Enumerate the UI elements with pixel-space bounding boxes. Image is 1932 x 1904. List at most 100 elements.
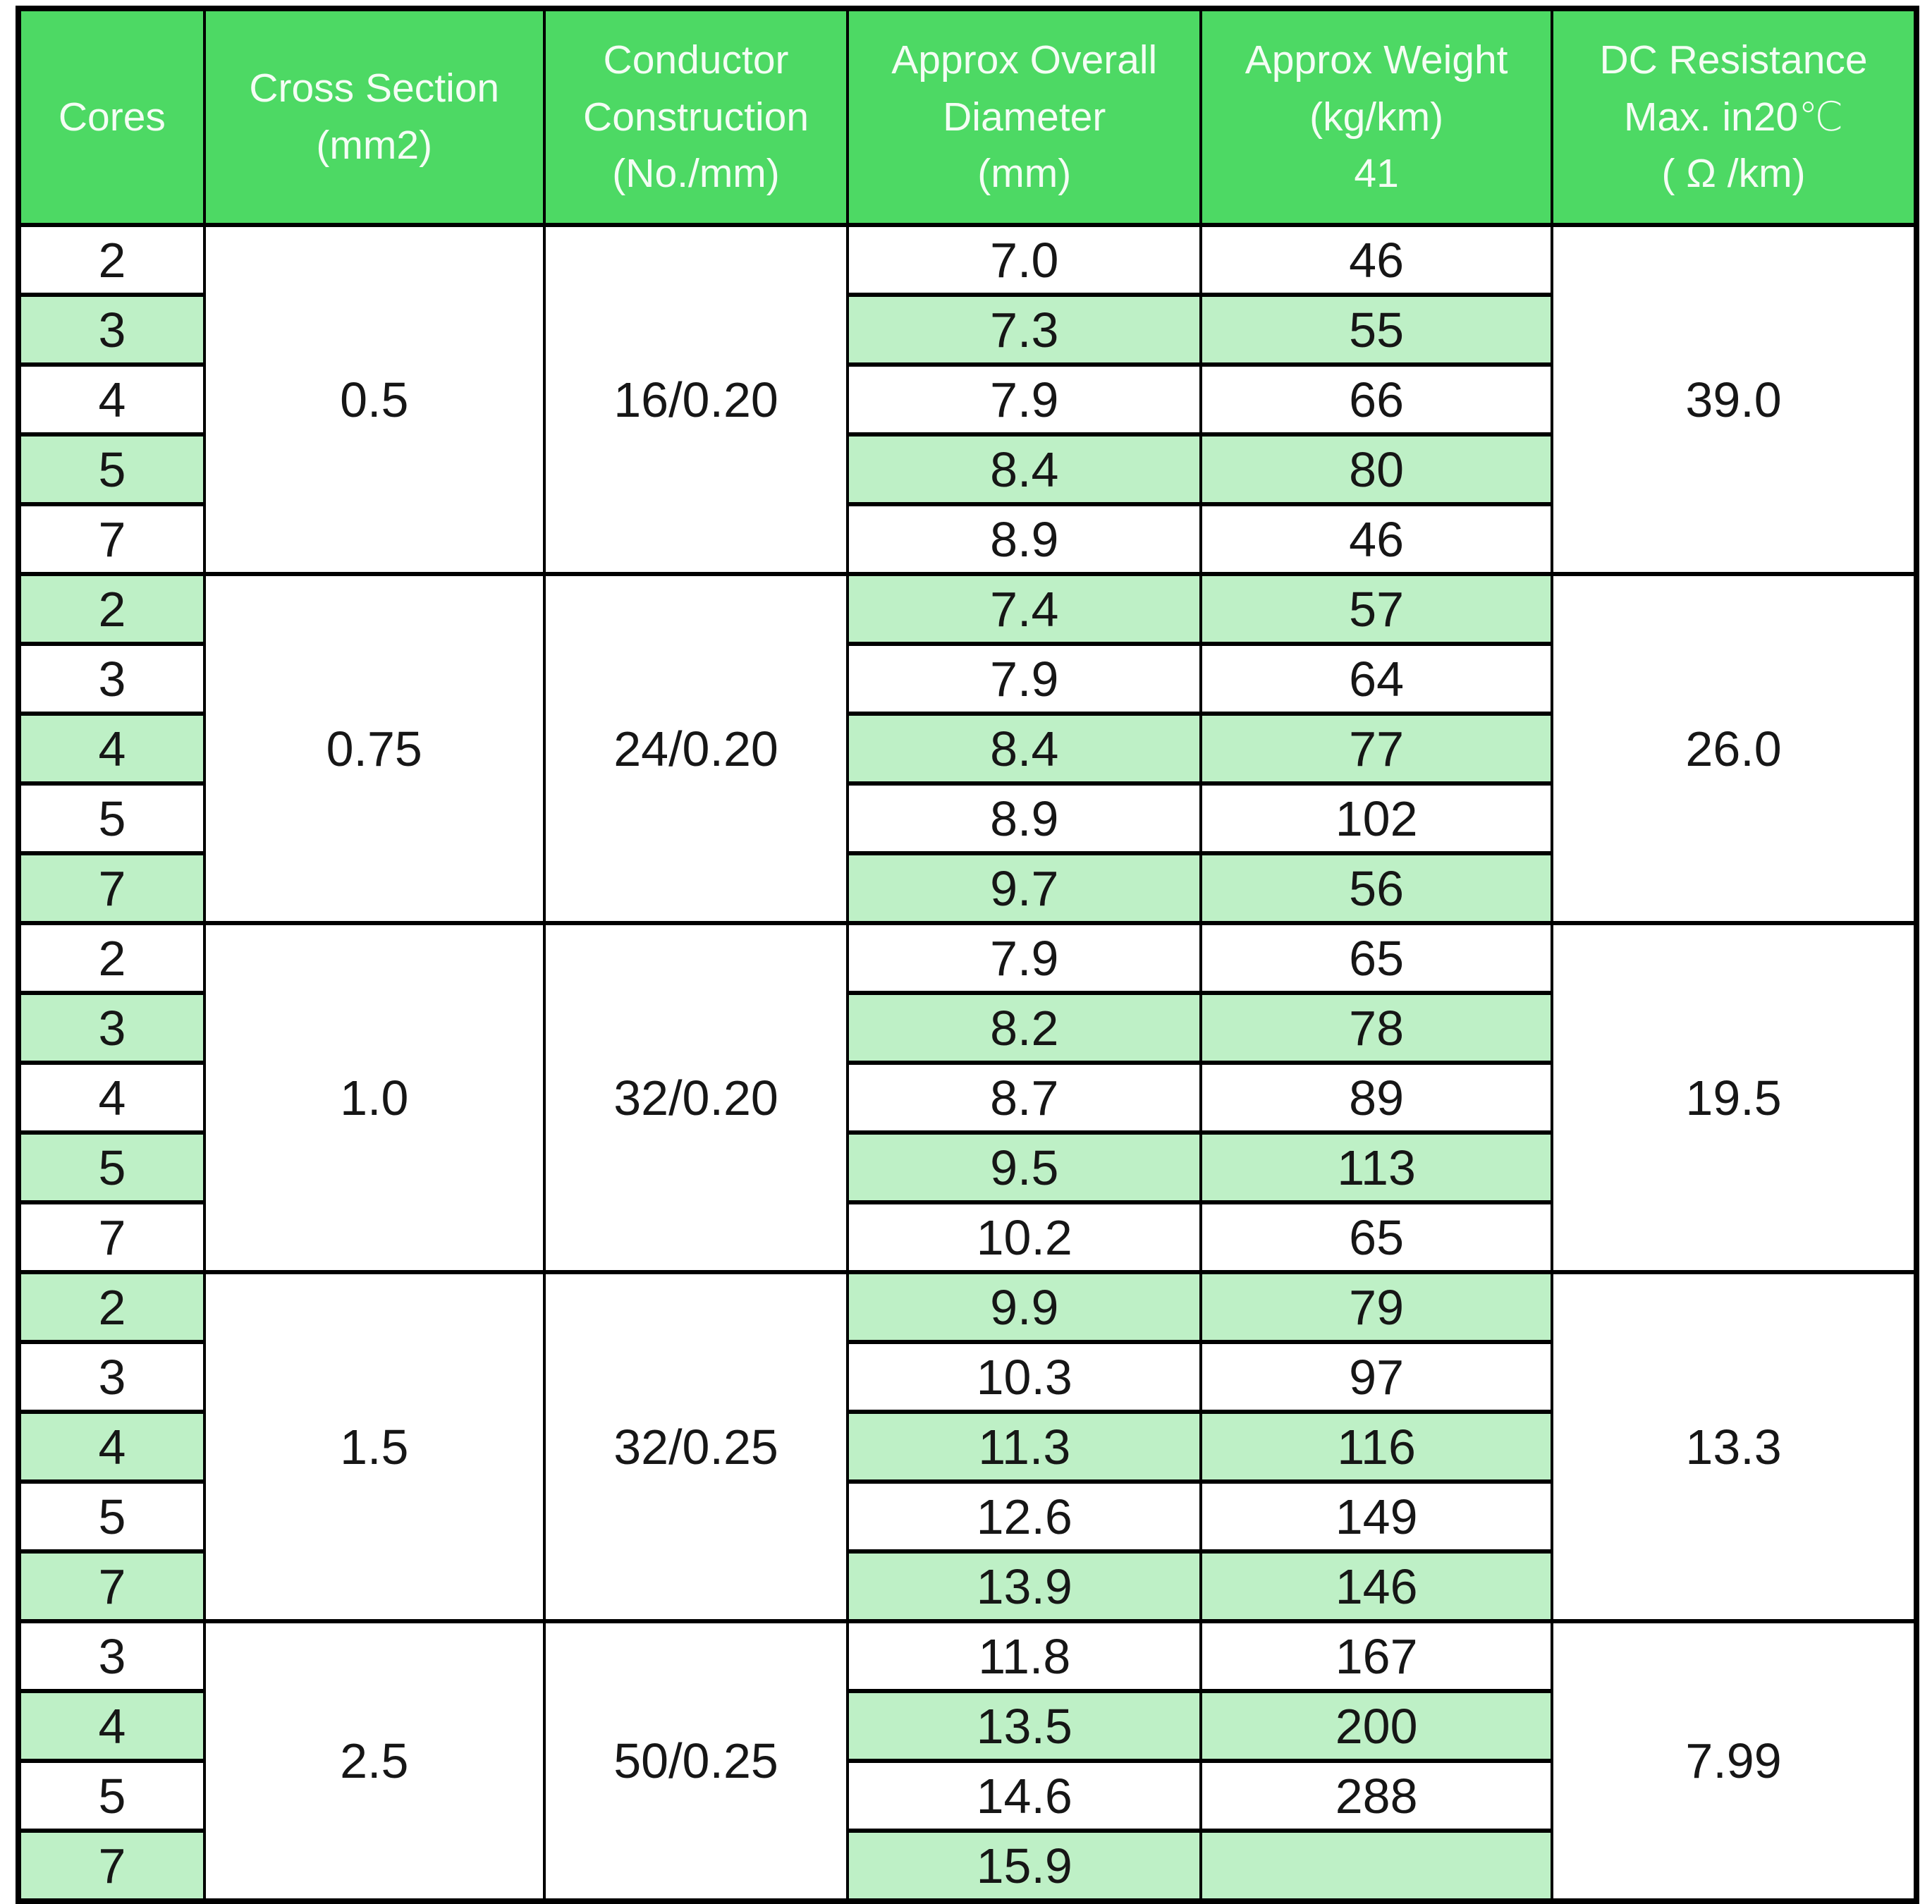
table-row: 4 8.7 89 [17, 1061, 1916, 1135]
table-row: 5 9.5 113 [17, 1130, 1916, 1204]
diameter-cell: 14.6 [846, 1759, 1203, 1833]
weight-cell: 46 [1199, 223, 1554, 297]
construction-cell: 32/0.25 [542, 1270, 850, 1623]
weight-cell: 66 [1199, 362, 1554, 437]
diameter-cell: 11.3 [846, 1410, 1203, 1484]
weight-cell: 146 [1199, 1549, 1554, 1623]
cores-cell: 2 [17, 223, 206, 297]
cores-cell: 7 [17, 1549, 206, 1623]
weight-cell: 200 [1199, 1689, 1554, 1763]
table-row: 2 1.5 32/0.25 9.9 79 13.3 [17, 1270, 1918, 1623]
diameter-cell: 8.9 [846, 502, 1203, 576]
dc-resistance-cell: 19.5 [1551, 921, 1918, 1274]
header-line: DC Resistance [1599, 37, 1868, 83]
cores-cell: 4 [17, 362, 206, 437]
table-row: 3 8.2 78 [17, 991, 1916, 1065]
cross-section-cell: 0.75 [202, 572, 546, 925]
table-row: 3 10.3 97 [17, 1340, 1916, 1414]
construction-cell: 24/0.20 [542, 572, 850, 925]
header-line: Max. in20℃ [1623, 94, 1844, 140]
diameter-cell: 8.4 [846, 432, 1203, 506]
weight-cell: 149 [1199, 1479, 1554, 1554]
weight-cell: 55 [1199, 293, 1554, 367]
weight-cell: 116 [1199, 1410, 1554, 1484]
dc-resistance-cell: 13.3 [1551, 1270, 1918, 1623]
diameter-cell: 7.0 [846, 223, 1203, 297]
header-line: (kg/km) [1309, 94, 1444, 140]
cores-cell: 3 [17, 293, 206, 367]
cores-cell: 5 [17, 781, 206, 855]
cores-cell: 5 [17, 1479, 206, 1554]
table-row: 7 13.9 146 [17, 1549, 1916, 1623]
header-cross-section: Cross Section (mm2) [202, 6, 546, 227]
header-line: ( Ω /km) [1661, 151, 1806, 197]
weight-cell: 56 [1199, 851, 1554, 925]
diameter-cell: 12.6 [846, 1479, 1203, 1554]
cores-cell: 5 [17, 1759, 206, 1833]
weight-cell: 80 [1199, 432, 1554, 506]
cores-cell: 5 [17, 432, 206, 506]
table-row: 5 14.6 288 [17, 1759, 1916, 1833]
cross-section-cell: 0.5 [202, 223, 546, 576]
cores-cell: 2 [17, 921, 206, 995]
table-row: 3 2.5 50/0.25 11.8 167 7.99 [17, 1619, 1918, 1903]
weight-cell: 113 [1199, 1130, 1554, 1204]
diameter-cell: 15.9 [846, 1829, 1203, 1903]
header-line: (No./mm) [612, 151, 780, 197]
construction-cell: 16/0.20 [542, 223, 850, 576]
header-line: Approx Overall [891, 37, 1158, 83]
cores-cell: 3 [17, 1619, 206, 1693]
weight-cell: 57 [1199, 572, 1554, 646]
weight-cell: 102 [1199, 781, 1554, 855]
cores-cell: 7 [17, 1829, 206, 1903]
weight-cell: 65 [1199, 1200, 1554, 1274]
cores-cell: 7 [17, 502, 206, 576]
header-conductor-construction: Conductor Construction (No./mm) [542, 6, 850, 227]
table-row: 4 13.5 200 [17, 1689, 1916, 1763]
page: Cores Cross Section (mm2) Conductor Cons… [16, 6, 1919, 1904]
diameter-cell: 7.9 [846, 362, 1203, 437]
table-row: 5 12.6 149 [17, 1479, 1916, 1554]
cores-cell: 3 [17, 1340, 206, 1414]
cores-cell: 2 [17, 1270, 206, 1344]
weight-cell: 77 [1199, 712, 1554, 786]
header-line: Diameter [943, 94, 1106, 140]
cores-cell: 4 [17, 1689, 206, 1763]
diameter-cell: 9.9 [846, 1270, 1203, 1344]
header-line: Conductor [603, 37, 789, 83]
weight-cell: 46 [1199, 502, 1554, 576]
header-line: Approx Weight [1245, 37, 1508, 83]
diameter-cell: 7.9 [846, 921, 1203, 995]
dc-resistance-cell: 39.0 [1551, 223, 1918, 576]
construction-cell: 32/0.20 [542, 921, 850, 1274]
weight-cell: 89 [1199, 1061, 1554, 1135]
cable-spec-table: Cores Cross Section (mm2) Conductor Cons… [16, 6, 1919, 1904]
cores-cell: 2 [17, 572, 206, 646]
cores-cell: 5 [17, 1130, 206, 1204]
table-row: 3 7.9 64 [17, 642, 1916, 716]
diameter-cell: 8.9 [846, 781, 1203, 855]
header-line: (mm2) [316, 123, 433, 168]
cores-cell: 4 [17, 1061, 206, 1135]
cores-cell: 7 [17, 851, 206, 925]
table-row: 2 0.5 16/0.20 7.0 46 39.0 [17, 223, 1918, 576]
dc-resistance-cell: 7.99 [1551, 1619, 1918, 1903]
diameter-cell: 13.9 [846, 1549, 1203, 1623]
cores-cell: 7 [17, 1200, 206, 1274]
diameter-cell: 9.7 [846, 851, 1203, 925]
table-row: 4 8.4 77 [17, 712, 1916, 786]
weight-cell: 79 [1199, 1270, 1554, 1344]
cross-section-cell: 1.5 [202, 1270, 546, 1623]
cores-cell: 4 [17, 1410, 206, 1484]
table-row: 5 8.9 102 [17, 781, 1916, 855]
weight-cell: 167 [1199, 1619, 1554, 1693]
weight-cell: 288 [1199, 1759, 1554, 1833]
header-line: (mm) [977, 151, 1072, 197]
cores-cell: 4 [17, 712, 206, 786]
diameter-cell: 7.9 [846, 642, 1203, 716]
table-row: 7 8.9 46 [17, 502, 1916, 576]
header-row: Cores Cross Section (mm2) Conductor Cons… [17, 6, 1918, 227]
cores-cell: 3 [17, 991, 206, 1065]
header-line: 41 [1354, 151, 1399, 197]
cores-cell: 3 [17, 642, 206, 716]
